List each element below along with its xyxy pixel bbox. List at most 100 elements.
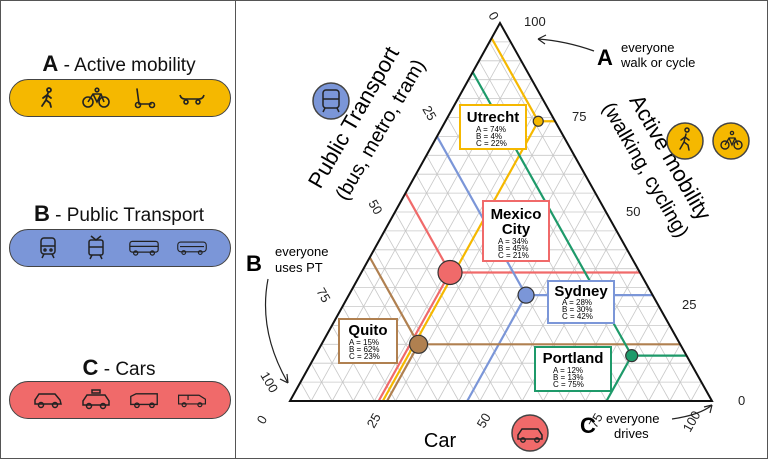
city-marker <box>517 286 535 304</box>
corner-c-arrow <box>671 404 713 420</box>
city-share-b: B = 4% <box>476 132 502 141</box>
legend-title-active-mobility: A - Active mobility <box>42 51 196 76</box>
corner-a-text-1: everyone <box>621 40 674 55</box>
right-tick-75: 75 <box>572 109 586 124</box>
grid-line <box>627 325 670 402</box>
city-name-line-1: Mexico <box>491 206 542 223</box>
car-axis-title: Car <box>424 430 457 452</box>
guide-line-c <box>381 120 540 402</box>
city-name-line-2: City <box>502 221 531 238</box>
legend-title-cars: C - Cars <box>82 355 156 380</box>
right-tick-100: 100 <box>524 14 546 29</box>
left-tick-0: 0 <box>485 9 502 23</box>
train-front-icon <box>33 237 63 259</box>
city-share-a: A = 34% <box>498 237 528 246</box>
legend-panel: A - Active mobility B - Public Transport <box>0 0 236 459</box>
grid-line <box>363 268 439 402</box>
left-tick-50: 50 <box>365 197 385 217</box>
grid-line <box>648 344 681 402</box>
skateboard-icon <box>177 87 207 109</box>
legend-title-public-transport: B - Public Transport <box>33 201 205 226</box>
ternary-frame <box>288 20 714 402</box>
city-share-b: B = 45% <box>498 244 528 253</box>
grid-line <box>384 230 481 402</box>
bicycle-icon <box>81 87 111 109</box>
city-share-b: B = 62% <box>349 345 379 354</box>
left-tick-100: 100 <box>257 369 281 395</box>
city-marker <box>408 334 429 354</box>
guide-line-c <box>386 343 420 402</box>
city-name: Utrecht <box>467 109 520 126</box>
grid-line <box>479 192 596 402</box>
right-tick-50: 50 <box>626 204 640 219</box>
grid-line <box>310 363 333 402</box>
guide-line-b <box>368 256 420 345</box>
cycling-badge-icon <box>712 122 750 160</box>
grid-line <box>690 381 702 402</box>
grid-line <box>300 381 312 402</box>
bus-side-icon <box>129 237 159 259</box>
walking-person-icon <box>33 87 63 109</box>
corner-b-text-1: everyone <box>275 244 328 259</box>
city-marker <box>625 349 639 363</box>
kick-scooter-icon <box>129 87 159 109</box>
city-share-a: A = 15% <box>349 338 379 347</box>
corner-a-text-2: walk or cycle <box>620 55 695 70</box>
city-name: Sydney <box>554 283 608 300</box>
corner-b-letter: B <box>246 251 262 276</box>
grid-line <box>395 117 554 402</box>
city-share-c: C = 21% <box>498 251 529 260</box>
corner-a-arrow <box>537 38 595 52</box>
ternary-plot: Public Transport (bus, metro, tram) Acti… <box>246 9 750 452</box>
guide-line-c <box>605 355 633 402</box>
corner-c-arrowhead <box>703 404 713 414</box>
city-share-a: A = 74% <box>476 125 506 134</box>
bottom-tick-50: 50 <box>474 410 494 430</box>
city-share-b: B = 30% <box>562 305 592 314</box>
van-icon <box>129 389 159 411</box>
grid-line <box>373 249 460 402</box>
corner-a-arrowhead <box>537 34 547 45</box>
city-name: Quito <box>348 322 387 339</box>
city-share-c: C = 42% <box>562 312 593 321</box>
car-front-icon <box>33 389 63 411</box>
guide-line-b <box>490 37 540 122</box>
legend-pill-active-mobility <box>9 79 231 117</box>
guide-line-b <box>404 192 451 274</box>
city-label-mexico-city: Mexico City A = 34% B = 45% C = 21% <box>482 200 550 262</box>
city-marker <box>532 115 544 127</box>
city-share-c: C = 75% <box>553 380 584 389</box>
legend-pill-public-transport <box>9 229 231 267</box>
grid-line <box>394 211 502 402</box>
city-name: Portland <box>543 350 604 367</box>
corner-c-text-1: everyone <box>606 411 659 426</box>
left-tick-75: 75 <box>313 285 333 305</box>
city-marker <box>437 259 463 286</box>
grid-line <box>669 363 692 402</box>
corner-c-text-2: drives <box>614 426 649 441</box>
city-share-c: C = 23% <box>349 352 380 361</box>
city-share-a: A = 12% <box>553 366 583 375</box>
taxi-icon <box>81 389 111 411</box>
grid-line <box>321 344 354 402</box>
city-share-c: C = 22% <box>476 139 507 148</box>
grid-line <box>489 41 692 402</box>
bottom-tick-25: 25 <box>364 410 384 430</box>
bottom-tick-0: 0 <box>254 413 271 427</box>
left-tick-25: 25 <box>419 103 439 123</box>
coach-bus-icon <box>177 237 207 259</box>
city-label-portland: Portland A = 12% B = 13% C = 75% <box>534 346 612 392</box>
city-share-b: B = 13% <box>553 373 583 382</box>
right-tick-0: 0 <box>738 393 745 408</box>
city-markers <box>408 115 639 363</box>
corner-a-letter: A <box>597 45 613 70</box>
legend-pill-cars <box>9 381 231 419</box>
public-transport-badge-icon <box>312 82 350 120</box>
bottom-tick-75: 75 <box>586 410 606 430</box>
ternary-panel: Public Transport (bus, metro, tram) Acti… <box>236 0 768 459</box>
city-label-quito: Quito A = 15% B = 62% C = 23% <box>338 318 398 364</box>
car-badge-icon <box>511 414 549 452</box>
corner-c-letter: C <box>580 413 596 438</box>
corner-b-arrow <box>264 278 289 384</box>
suv-icon <box>177 389 207 411</box>
